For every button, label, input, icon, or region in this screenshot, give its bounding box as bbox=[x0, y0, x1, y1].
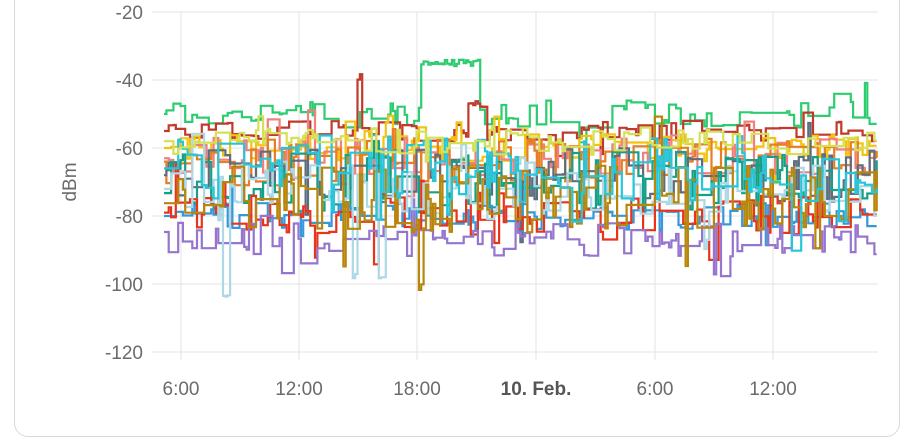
x-tick-label: 6:00 bbox=[637, 379, 674, 400]
y-tick-label: -120 bbox=[105, 343, 143, 364]
series-line-11 bbox=[164, 115, 878, 291]
series-line-3 bbox=[164, 109, 877, 198]
y-tick-label: -20 bbox=[116, 3, 143, 24]
x-tick-label: 18:00 bbox=[393, 379, 441, 400]
series-line-12 bbox=[164, 134, 878, 252]
series-line-5 bbox=[164, 121, 878, 244]
x-tick-label: 12:00 bbox=[275, 379, 323, 400]
y-tick-label: -60 bbox=[116, 139, 143, 160]
y-tick-label: -40 bbox=[116, 71, 143, 92]
series-line-13 bbox=[164, 115, 877, 163]
series-lines bbox=[164, 58, 878, 298]
x-tick-label: 12:00 bbox=[749, 379, 797, 400]
y-tick-label: -80 bbox=[116, 207, 143, 228]
y-axis-ticks: -20 -40 -60 -80 -100 -120 bbox=[105, 3, 143, 364]
series-line-0 bbox=[164, 58, 877, 144]
x-tick-label: 6:00 bbox=[163, 379, 200, 400]
x-axis-ticks: 6:00 12:00 18:00 10. Feb. 6:00 12:00 bbox=[163, 379, 797, 400]
series-line-1 bbox=[164, 73, 877, 158]
y-axis-label: dBm bbox=[60, 162, 81, 201]
x-tick-label: 10. Feb. bbox=[501, 379, 572, 400]
y-tick-label: -100 bbox=[105, 275, 143, 296]
